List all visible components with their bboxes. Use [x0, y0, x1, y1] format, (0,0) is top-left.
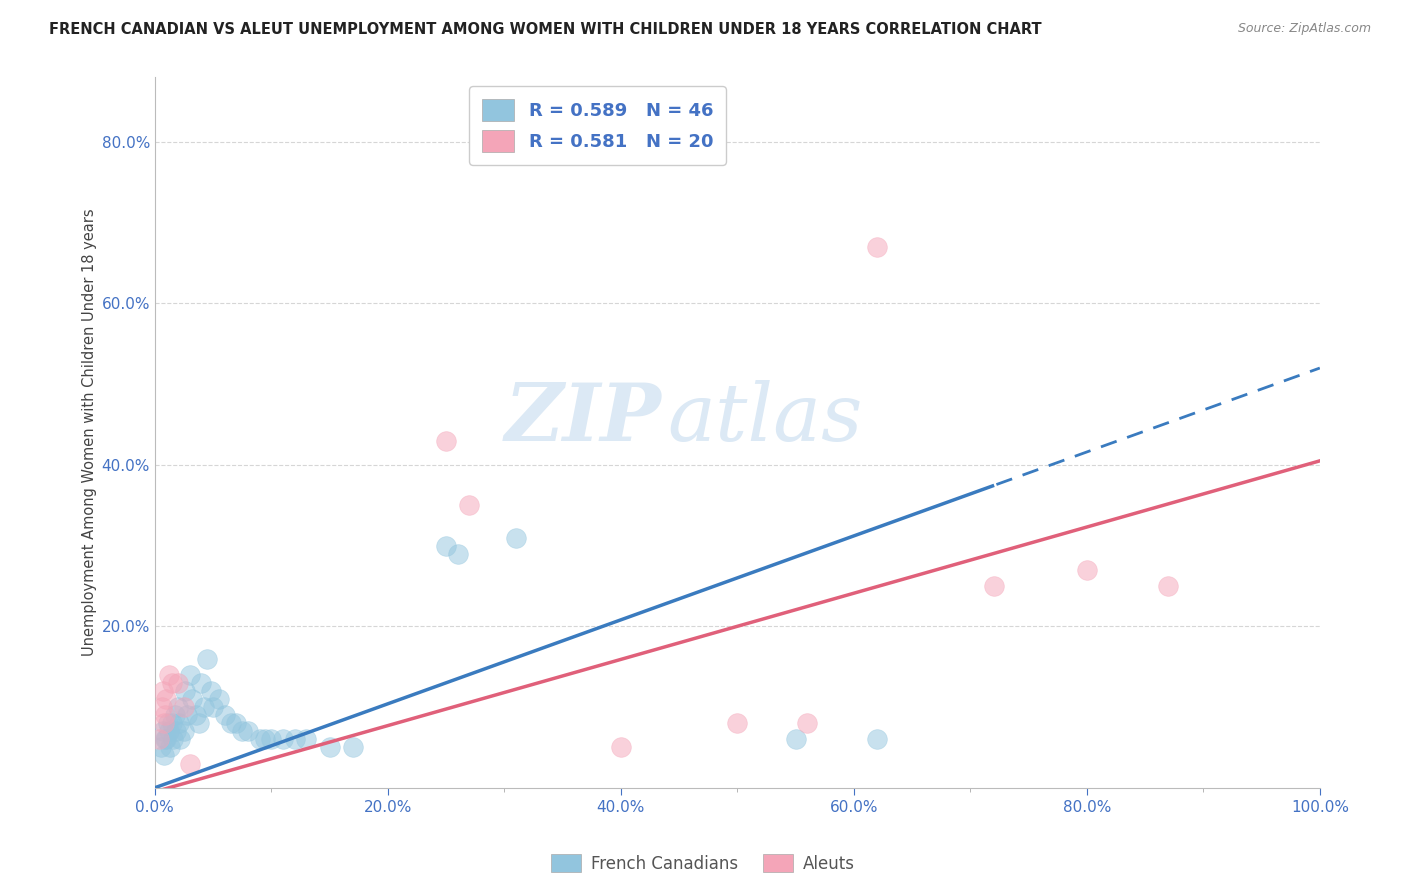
Point [271, 732, 294, 747]
Point [157, 667, 180, 681]
Point [260, 732, 283, 747]
Point [193, 700, 215, 714]
Point [184, 708, 207, 723]
Point [447, 547, 470, 561]
Point [167, 675, 190, 690]
Point [162, 675, 184, 690]
Legend: R = 0.589   N = 46, R = 0.581   N = 20: R = 0.589 N = 46, R = 0.581 N = 20 [470, 87, 725, 165]
Point [155, 692, 177, 706]
Point [200, 684, 222, 698]
Point [163, 708, 186, 723]
Point [236, 724, 259, 739]
Point [155, 708, 177, 723]
Point [785, 732, 807, 747]
Point [318, 740, 340, 755]
Point [1157, 579, 1180, 593]
Point [190, 675, 212, 690]
Point [152, 724, 174, 739]
Point [458, 498, 481, 512]
Point [156, 716, 179, 731]
Point [149, 740, 172, 755]
Point [219, 716, 242, 731]
Point [181, 692, 204, 706]
Point [173, 724, 195, 739]
Point [208, 692, 231, 706]
Point [152, 684, 174, 698]
Point [202, 700, 225, 714]
Point [434, 539, 457, 553]
Legend: French Canadians, Aleuts: French Canadians, Aleuts [544, 847, 862, 880]
Point [173, 700, 195, 714]
Point [505, 531, 527, 545]
Point [155, 732, 177, 747]
Point [167, 700, 190, 714]
Text: Source: ZipAtlas.com: Source: ZipAtlas.com [1237, 22, 1371, 36]
Point [179, 756, 201, 771]
Point [159, 740, 181, 755]
Point [169, 732, 191, 747]
Point [150, 700, 173, 714]
Point [167, 716, 190, 731]
Text: ZIP: ZIP [505, 380, 662, 457]
Point [148, 732, 170, 747]
Point [249, 732, 271, 747]
Point [162, 732, 184, 747]
Point [174, 684, 197, 698]
Point [214, 708, 236, 723]
Point [434, 434, 457, 448]
Point [866, 240, 889, 254]
Point [225, 716, 247, 731]
Text: atlas: atlas [668, 380, 863, 457]
Point [153, 716, 176, 731]
Point [983, 579, 1005, 593]
Point [155, 732, 177, 747]
Point [610, 740, 633, 755]
Point [231, 724, 253, 739]
Point [725, 716, 748, 731]
Point [153, 748, 176, 763]
Point [179, 667, 201, 681]
Point [188, 716, 211, 731]
Point [176, 708, 198, 723]
Point [195, 651, 218, 665]
Point [342, 740, 364, 755]
Point [866, 732, 889, 747]
Y-axis label: Unemployment Among Women with Children Under 18 years: Unemployment Among Women with Children U… [82, 209, 97, 657]
Point [284, 732, 307, 747]
Point [295, 732, 318, 747]
Point [165, 724, 187, 739]
Point [157, 724, 180, 739]
Point [162, 716, 184, 731]
Point [1076, 563, 1098, 577]
Point [796, 716, 818, 731]
Text: FRENCH CANADIAN VS ALEUT UNEMPLOYMENT AMONG WOMEN WITH CHILDREN UNDER 18 YEARS C: FRENCH CANADIAN VS ALEUT UNEMPLOYMENT AM… [49, 22, 1042, 37]
Point [254, 732, 277, 747]
